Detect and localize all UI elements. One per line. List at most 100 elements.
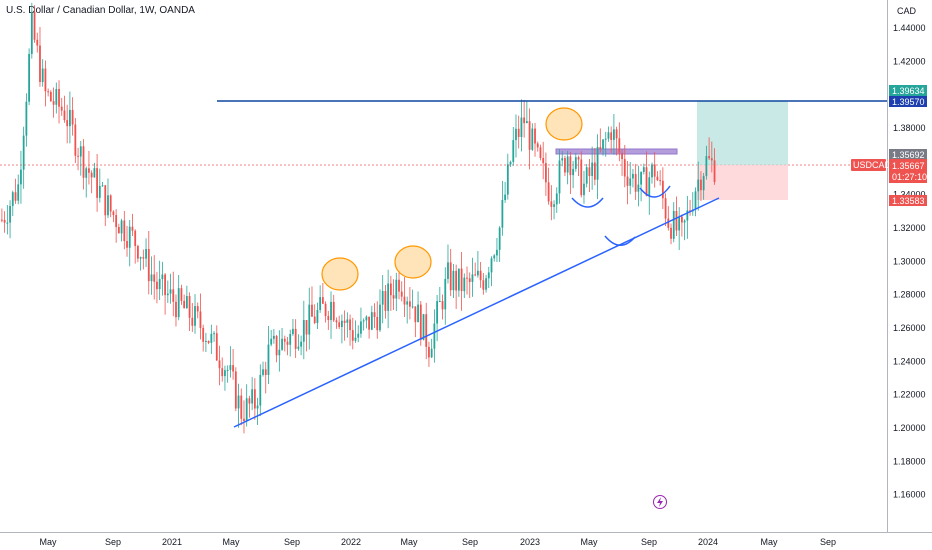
- candle-body: [583, 183, 585, 196]
- candle-body: [422, 314, 425, 340]
- candle-body: [180, 288, 183, 301]
- candle-body: [343, 320, 346, 323]
- target-price-label: 1.39634: [892, 86, 925, 96]
- right-shoulder-arc[interactable]: [639, 185, 671, 198]
- candle-body: [273, 335, 275, 339]
- currency-label: CAD: [897, 6, 917, 16]
- candle-body: [177, 288, 180, 318]
- candle-body: [713, 160, 716, 183]
- highlight-circle-2[interactable]: [394, 245, 432, 279]
- left-shoulder-arc[interactable]: [571, 197, 604, 208]
- candle-body: [362, 320, 365, 322]
- candle-body: [93, 168, 96, 178]
- time-tick-label: 2023: [520, 537, 540, 547]
- time-tick-label: 2021: [162, 537, 182, 547]
- candle-body: [14, 192, 17, 201]
- candle-body: [536, 143, 539, 148]
- candle-body: [555, 193, 558, 205]
- candle-body: [672, 210, 675, 239]
- candle-body: [218, 360, 221, 369]
- time-axis[interactable]: May Sep 2021 May Sep 2022 May Sep 2023 May Sep 2024…: [39, 537, 836, 547]
- candle-body: [58, 89, 60, 107]
- candle-body: [319, 297, 322, 311]
- candle-body: [262, 369, 264, 375]
- price-tick-label: 1.20000: [893, 423, 926, 433]
- candle-body: [702, 175, 705, 191]
- time-tick-label: 2022: [341, 537, 361, 547]
- symbol-badge[interactable]: USDCAD: [851, 159, 892, 171]
- candle-body: [85, 168, 88, 178]
- candle-body: [283, 338, 286, 342]
- resistance-price-label: 1.39570: [892, 97, 925, 107]
- candle-body: [289, 334, 292, 345]
- time-tick-label: Sep: [105, 537, 121, 547]
- candle-body: [302, 320, 305, 342]
- candle-body: [330, 301, 332, 321]
- candle-body: [580, 159, 583, 196]
- loss-zone[interactable]: [697, 165, 788, 200]
- candle-body: [670, 227, 672, 239]
- candle-body: [621, 152, 623, 160]
- candle-body: [17, 184, 20, 201]
- time-tick-label: May: [580, 537, 598, 547]
- candle-body: [626, 176, 629, 186]
- time-tick-label: Sep: [820, 537, 836, 547]
- candle-body: [49, 91, 52, 102]
- candle-body: [615, 129, 618, 139]
- candle-body: [512, 140, 515, 162]
- candle-body: [656, 176, 659, 181]
- lightning-icon[interactable]: [653, 495, 667, 509]
- candle-body: [286, 341, 289, 345]
- box-level-price-label: 1.35692: [892, 150, 925, 160]
- candle-body: [509, 161, 512, 165]
- candle-body: [41, 68, 44, 83]
- candle-body: [409, 301, 411, 307]
- candle-body: [109, 195, 112, 212]
- highlight-circle-3[interactable]: [545, 107, 583, 141]
- candle-body: [477, 270, 479, 276]
- candle-body: [542, 158, 545, 164]
- candle-body: [553, 204, 555, 207]
- candle-body: [202, 327, 205, 342]
- candle-body: [112, 211, 115, 216]
- head-arc[interactable]: [604, 235, 636, 246]
- candle-body: [634, 173, 637, 192]
- candle-body: [248, 398, 251, 404]
- time-tick-label: May: [222, 537, 240, 547]
- candle-body: [267, 344, 270, 375]
- time-tick-label: Sep: [284, 537, 300, 547]
- candle-body: [256, 405, 259, 409]
- candle-body: [577, 157, 580, 160]
- symbol-label: USDCAD: [853, 160, 892, 170]
- candle-body: [572, 168, 574, 176]
- candle-body: [300, 341, 302, 347]
- candle-body: [365, 316, 368, 321]
- candle-body: [441, 301, 444, 310]
- ascending-trendline[interactable]: [233, 197, 720, 428]
- chart-title: U.S. Dollar / Canadian Dollar, 1W, OANDA: [6, 5, 195, 16]
- candle-body: [191, 317, 194, 326]
- candle-body: [539, 147, 542, 159]
- box-level-badge: 1.35692: [889, 149, 927, 160]
- candle-body: [534, 128, 536, 144]
- candle-body: [115, 215, 118, 227]
- candle-body: [55, 89, 58, 105]
- candle-body: [705, 156, 708, 176]
- profit-zone[interactable]: [697, 101, 788, 165]
- candle-body: [444, 278, 447, 310]
- candle-body: [447, 262, 449, 279]
- candle-body: [675, 210, 678, 231]
- candle-body: [199, 311, 202, 328]
- candle-body: [20, 169, 22, 185]
- candle-body: [547, 182, 550, 202]
- candle-body: [213, 333, 215, 335]
- candle-body: [294, 328, 297, 349]
- candle-body: [661, 180, 664, 199]
- price-tick-label: 1.38000: [893, 123, 926, 133]
- candle-body: [520, 117, 523, 138]
- highlight-circle-1[interactable]: [321, 257, 359, 291]
- candle-body: [44, 68, 47, 92]
- candle-body: [69, 110, 71, 127]
- candle-body: [39, 45, 41, 83]
